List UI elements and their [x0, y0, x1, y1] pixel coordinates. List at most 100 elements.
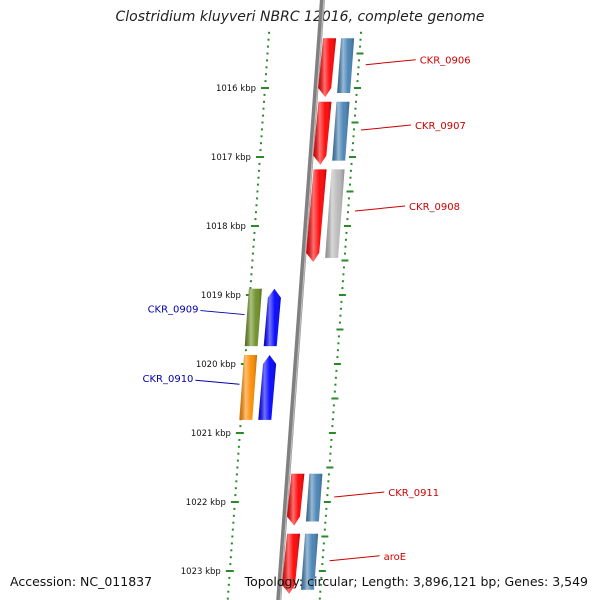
ruler-minor-tick [258, 162, 261, 165]
ruler-right-tick [324, 514, 327, 517]
ruler-minor-tick [232, 521, 235, 524]
ruler-minor-tick [257, 176, 260, 179]
ruler-minor-tick [266, 52, 269, 55]
ruler-minor-tick [256, 183, 259, 186]
genome-title: Clostridium kluyveri NBRC 12016, complet… [115, 9, 485, 25]
ruler-right-tick [348, 156, 356, 158]
ruler-minor-tick [263, 93, 266, 96]
ruler-minor-tick [236, 459, 239, 462]
ruler-right-tick [358, 59, 361, 62]
ruler-minor-tick [261, 114, 264, 117]
ruler-minor-tick [232, 514, 235, 517]
ruler-right-tick [339, 314, 342, 317]
gene-arrow-CKR_0910[interactable] [258, 355, 277, 420]
ruler-right-tick [331, 418, 334, 421]
gene-arrow-CKR_0906[interactable] [318, 38, 337, 97]
ruler-right-tick [355, 93, 358, 96]
ruler-tick-label: 1018 kbp [206, 222, 246, 232]
ruler-minor-tick [257, 169, 260, 172]
ruler-tick-label: 1016 kbp [216, 84, 256, 94]
gene-label-CKR_0908[interactable]: CKR_0908 [409, 202, 460, 213]
ruler-minor-tick [227, 590, 230, 593]
ruler-major-tick [261, 87, 269, 89]
gene-feature-bar[interactable] [332, 101, 350, 161]
ruler-minor-tick [267, 45, 270, 48]
gene-label-CKR_0911[interactable]: CKR_0911 [388, 488, 439, 499]
gene-callout-line [334, 491, 385, 498]
ruler-minor-tick [252, 245, 255, 248]
gene-feature-bar[interactable] [244, 288, 262, 347]
ruler-minor-tick [250, 273, 253, 276]
ruler-tick-label: 1020 kbp [196, 360, 236, 370]
gene-feature-bar[interactable] [325, 169, 345, 258]
ruler-right-tick [331, 425, 334, 428]
ruler-right-tick [341, 259, 349, 262]
ruler-right-tick [352, 128, 355, 131]
ruler-minor-tick [256, 190, 259, 193]
ruler-right-tick [351, 121, 359, 124]
ruler-minor-tick [262, 107, 265, 110]
ruler-minor-tick [251, 259, 254, 262]
gene-label-CKR_0909[interactable]: CKR_0909 [148, 305, 199, 316]
ruler-right-tick [334, 376, 337, 379]
ruler-right-tick [340, 300, 343, 303]
gene-callout-line [360, 124, 411, 131]
gene-feature-bar[interactable] [239, 355, 258, 420]
ruler-right-tick [345, 231, 348, 234]
ruler-right-tick [330, 438, 333, 441]
gene-arrow-CKR_0908[interactable] [306, 169, 327, 262]
ruler-minor-tick [227, 583, 230, 586]
ruler-right-tick [333, 363, 341, 365]
gene-arrow-aroE[interactable] [282, 533, 301, 594]
ruler-minor-tick [252, 238, 255, 241]
ruler-minor-tick [237, 445, 240, 448]
gene-callout-line [329, 555, 380, 562]
ruler-minor-tick [231, 528, 234, 531]
ruler-right-tick [328, 432, 336, 434]
gene-label-CKR_0910[interactable]: CKR_0910 [142, 374, 193, 385]
ruler-minor-tick [234, 494, 237, 497]
gene-feature-bar[interactable] [301, 533, 319, 590]
ruler-right-tick [342, 273, 345, 276]
ruler-minor-tick [259, 142, 262, 145]
ruler-minor-tick [254, 218, 257, 221]
ruler-right-tick [350, 162, 353, 165]
ruler-right-tick [326, 466, 334, 469]
ruler-major-tick [250, 225, 259, 227]
gene-label-CKR_0907[interactable]: CKR_0907 [415, 121, 466, 132]
ruler-right-tick [332, 404, 335, 407]
gene-arrow-CKR_0909[interactable] [263, 288, 281, 347]
gene-label-aroE[interactable]: aroE [384, 552, 406, 563]
ruler-right-tick [320, 576, 323, 579]
ruler-right-tick [349, 176, 352, 179]
ruler-right-tick [318, 597, 321, 600]
ruler-right-tick [335, 369, 338, 372]
ruler-right-tick [356, 52, 364, 55]
gene-label-CKR_0906[interactable]: CKR_0906 [420, 56, 471, 67]
gene-feature-bar[interactable] [337, 38, 355, 93]
ruler-minor-tick [229, 563, 232, 566]
gene-arrow-CKR_0907[interactable] [313, 101, 332, 165]
ruler-minor-tick [237, 452, 240, 455]
ruler-minor-tick [264, 80, 267, 83]
ruler-minor-tick [236, 466, 239, 469]
ruler-right-tick [329, 445, 332, 448]
ruler-right-tick [354, 107, 357, 110]
gene-callout-line [200, 310, 245, 316]
ruler-right-tick [346, 218, 349, 221]
ruler-right-tick [337, 335, 340, 338]
ruler-right-tick [327, 480, 330, 483]
ruler-major-tick [255, 156, 264, 158]
ruler-right-tick [336, 356, 339, 359]
ruler-right-tick [325, 507, 328, 510]
ruler-right-tick [347, 197, 350, 200]
gene-arrow-CKR_0911[interactable] [287, 473, 305, 526]
ruler-right-tick [354, 100, 357, 103]
ruler-minor-tick [265, 66, 268, 69]
ruler-right-tick [319, 583, 322, 586]
ruler-right-tick [354, 87, 361, 89]
gene-feature-bar[interactable] [305, 473, 323, 522]
ruler-right-tick [332, 411, 335, 414]
